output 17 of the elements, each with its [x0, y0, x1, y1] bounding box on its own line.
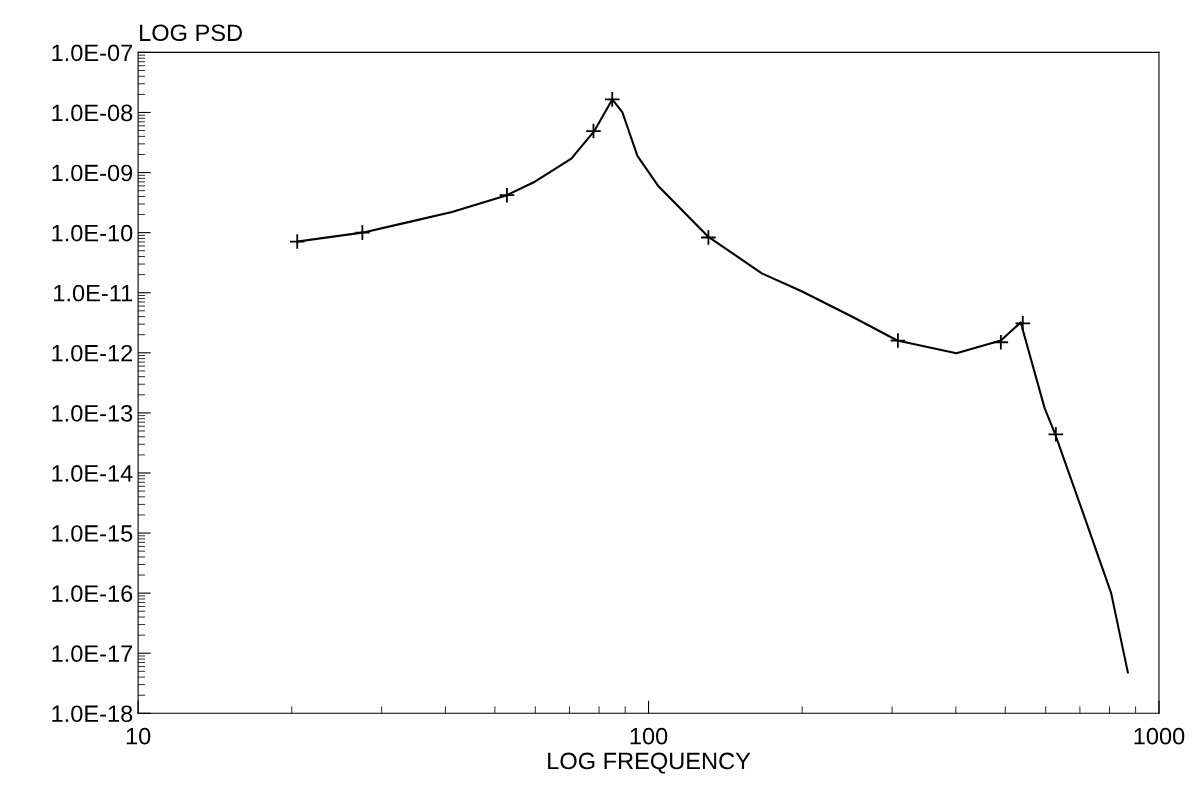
y-tick-label: 1.0E-17	[52, 645, 133, 663]
x-axis-title: LOG FREQUENCY	[548, 752, 751, 774]
x-tick-label: 1000	[1134, 727, 1185, 745]
y-tick-label: 1.0E-09	[52, 164, 133, 182]
y-tick-label: 1.0E-16	[52, 585, 133, 602]
y-tick-label: 1.0E-18	[52, 705, 133, 723]
y-tick-label: 1.0E-13	[52, 404, 133, 422]
y-tick-label: 1.0E-08	[52, 104, 133, 122]
y-tick-label: 1.0E-11	[54, 284, 133, 302]
y-tick-label: 1.0E-15	[52, 525, 133, 542]
y-axis-title: LOG PSD	[140, 24, 242, 42]
y-tick-label: 1.0E-14	[52, 465, 133, 482]
y-tick-label: 1.0E-12	[52, 344, 133, 362]
y-tick-label: 1.0E-07	[52, 44, 133, 62]
x-tick-label: 10	[126, 727, 151, 745]
y-tick-label: 1.0E-10	[52, 224, 133, 242]
x-tick-label: 100	[630, 727, 668, 745]
